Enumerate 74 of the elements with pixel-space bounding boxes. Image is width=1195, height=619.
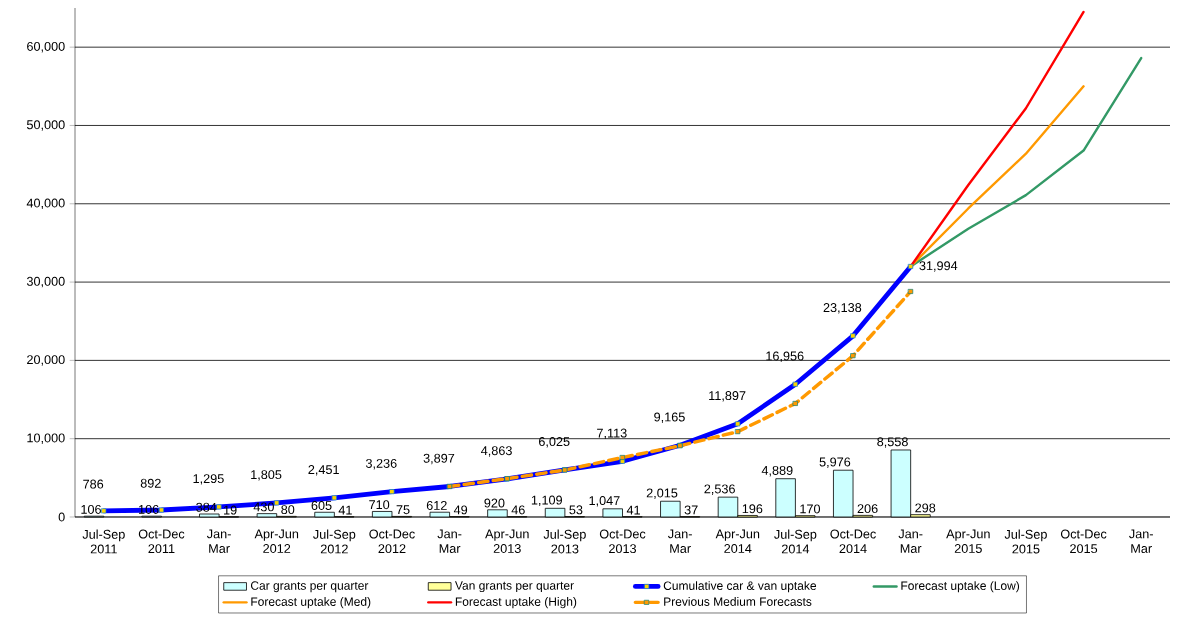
data-label: 1,295 [193,474,224,485]
data-label: 7,113 [597,428,627,440]
data-label: 37 [684,505,698,515]
data-label: 298 [915,503,936,513]
x-tick-label: Jul-Sep 2013 [543,529,586,554]
legend-label: Forecast uptake (Med) [251,597,371,609]
data-label: 4,889 [761,465,793,477]
x-tick-label: Apr-Jun 2014 [715,529,760,553]
y-tick-label: 10,000 [27,433,65,444]
data-label: 384 [196,502,217,512]
legend-label: Forecast uptake (Low) [901,581,1020,593]
x-tick-label: Jan-Mar [668,529,692,553]
data-label: 3,236 [365,458,397,470]
data-label: 920 [484,498,505,508]
data-label: 49 [453,505,468,515]
x-tick-label: Oct-Dec 2014 [830,529,876,554]
data-label: 75 [396,505,410,515]
x-tick-label: Jan-Mar [206,529,231,553]
x-tick-label: Oct-Dec 2012 [369,529,415,554]
data-label: 46 [511,505,525,515]
data-label: 710 [369,500,390,510]
x-tick-label: Apr-Jun 2012 [254,529,299,553]
data-label: 4,863 [481,446,512,457]
data-label: 31,994 [919,261,958,272]
data-label: 8,558 [877,437,908,448]
y-tick-label: 30,000 [26,276,65,288]
y-tick-label: 60,000 [27,41,65,53]
x-tick-label: Jul-Sep 2012 [313,529,356,554]
x-tick-label: Apr-Jun 2013 [485,529,529,553]
x-tick-label: Oct-Dec 2011 [138,529,185,554]
x-tick-label: Oct-Dec 2015 [1060,529,1107,554]
data-label: 3,897 [423,453,455,465]
data-label: 605 [311,501,332,510]
data-label: 2,536 [704,484,735,495]
data-label: 1,805 [251,470,282,481]
data-label: 170 [800,504,821,514]
legend-label: Car grants per quarter [250,581,369,593]
data-label: 19 [224,505,237,515]
data-label: 41 [626,505,640,515]
data-label: 11,897 [709,391,746,402]
x-tick-label: Apr-Jun 2015 [946,529,990,553]
data-label: 2,451 [308,465,339,476]
data-label: 16,956 [766,351,804,362]
data-label: 786 [83,479,104,489]
data-label: 206 [857,504,878,514]
legend-label: Cumulative car & van uptake [663,581,817,593]
legend-label: Previous Medium Forecasts [664,597,812,606]
x-tick-label: Jul-Sep 2015 [1004,529,1047,554]
y-tick-label: 50,000 [26,120,65,131]
data-label: 80 [281,505,295,515]
legend-label: Forecast uptake (High) [455,597,577,609]
data-label: 612 [426,500,447,510]
x-tick-label: Jan-Mar [898,529,923,553]
data-label: 2,015 [646,488,678,499]
data-label: 6,025 [539,437,570,448]
data-label: 1,047 [589,496,620,507]
x-tick-label: Jan-Mar [1129,529,1153,553]
data-label: 1,109 [531,495,562,507]
data-label: 9,165 [654,412,685,423]
y-tick-label: 40,000 [26,198,65,210]
data-label: 5,976 [819,457,851,468]
data-label: 196 [742,504,763,514]
x-tick-label: Jul-Sep 2011 [82,529,125,554]
data-label: 23,138 [823,303,862,314]
x-tick-label: Oct-Dec 2013 [599,529,646,554]
x-tick-label: Jan-Mar [437,529,462,553]
data-label: 53 [569,505,583,515]
y-tick-label: 0 [58,512,65,522]
data-label: 41 [338,505,352,515]
y-tick-label: 20,000 [27,355,65,366]
data-label: 106 [81,504,101,514]
legend-label: Van grants per quarter [454,581,574,593]
data-label: 892 [140,478,161,488]
x-tick-label: Jul-Sep 2014 [774,529,817,554]
